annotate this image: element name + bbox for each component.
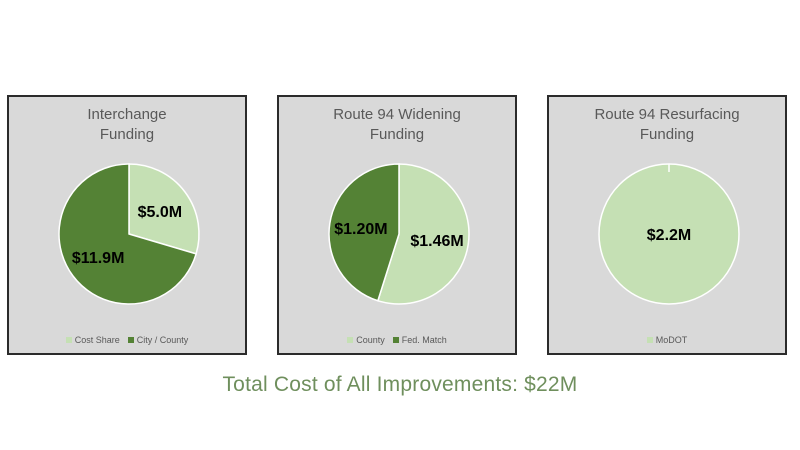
pie-data-label: $1.46M	[410, 233, 463, 250]
chart-title-line: Route 94 Widening	[333, 106, 461, 123]
pie-data-label: $11.9M	[72, 250, 124, 267]
chart-title-line: Funding	[99, 126, 155, 143]
legend-label: Fed. Match	[401, 335, 447, 345]
pie-slice	[376, 163, 470, 305]
legend-label: City / County	[136, 335, 189, 345]
pie-slice	[128, 163, 200, 255]
legend-swatch	[646, 336, 653, 343]
chart-legend: County Fed. Match	[279, 335, 515, 345]
pie-data-label: $5.0M	[138, 204, 182, 221]
pie-data-label: $2.2M	[647, 227, 691, 244]
pie-chart: $1.46M $1.20M	[328, 163, 470, 305]
total-cost-caption: Total Cost of All Improvements: $22M	[222, 373, 578, 396]
pie-slice	[58, 163, 198, 305]
legend-item: Fed. Match	[392, 335, 447, 345]
chart-title: Route 94 Widening Funding	[289, 105, 505, 145]
legend-label: MoDOT	[655, 335, 688, 345]
legend-swatch	[392, 336, 399, 343]
chart-legend: MoDOT	[549, 335, 785, 345]
chart-panel-route94-resurfacing: Route 94 Resurfacing Funding $2.2M MoDOT	[547, 95, 787, 355]
chart-legend: Cost Share City / County	[9, 335, 245, 345]
chart-title: Interchange Funding	[19, 105, 235, 145]
chart-title-line: Interchange	[87, 106, 167, 123]
chart-title-line: Route 94 Resurfacing	[594, 106, 740, 123]
chart-panel-interchange: Interchange Funding $5.0M $11.9M Cost Sha…	[7, 95, 247, 355]
legend-label: Cost Share	[74, 335, 120, 345]
chart-title-line: Funding	[369, 126, 425, 143]
pie-slice	[328, 163, 400, 302]
legend-swatch	[347, 336, 354, 343]
legend-label: County	[356, 335, 385, 345]
pie-data-label: $1.20M	[334, 221, 387, 238]
legend-item: County	[347, 335, 385, 345]
legend-item: Cost Share	[65, 335, 120, 345]
chart-title: Route 94 Resurfacing Funding	[559, 105, 775, 145]
legend-swatch	[65, 336, 72, 343]
legend-item: City / County	[127, 335, 189, 345]
pie-chart: $2.2M	[598, 163, 740, 305]
chart-title-line: Funding	[639, 126, 695, 143]
chart-panel-route94-widening: Route 94 Widening Funding $1.46M $1.20M C…	[277, 95, 517, 355]
legend-item: MoDOT	[646, 335, 688, 345]
legend-swatch	[127, 336, 134, 343]
pie-chart: $5.0M $11.9M	[58, 163, 200, 305]
